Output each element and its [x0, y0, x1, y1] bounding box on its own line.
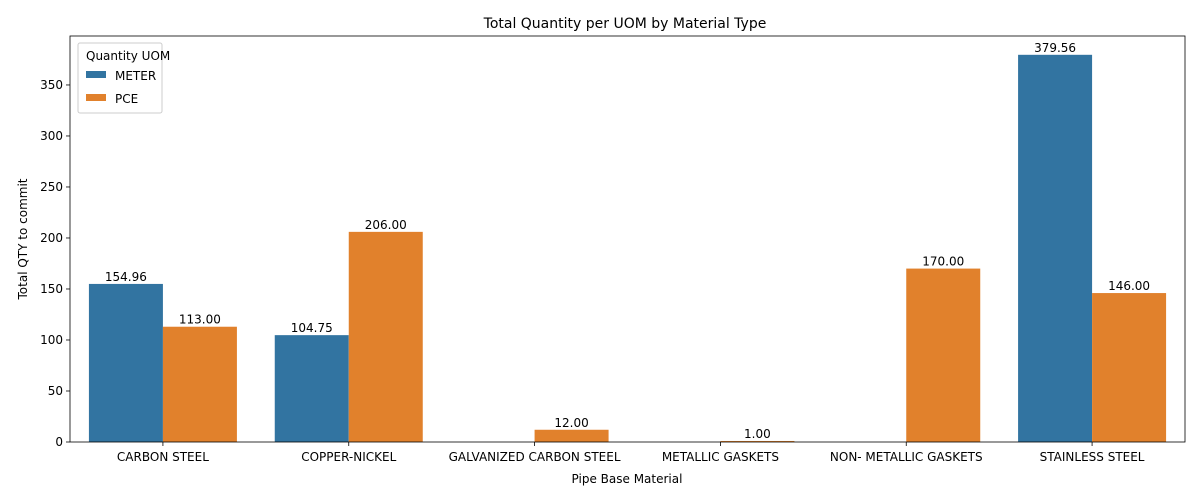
- legend-swatch-pce: [86, 94, 106, 101]
- plot-frame: [69, 35, 1186, 443]
- data-label: 154.96: [105, 270, 147, 284]
- x-tick-label: METALLIC GASKETS: [662, 450, 779, 464]
- y-axis-label: Total QTY to commit: [16, 178, 30, 300]
- y-tick-label: 0: [55, 435, 63, 449]
- x-tick-label: GALVANIZED CARBON STEEL: [449, 450, 621, 464]
- legend-label-meter: METER: [115, 69, 156, 83]
- bar-pce: [162, 326, 237, 442]
- data-label: 1.00: [744, 427, 771, 441]
- y-tick-label: 200: [40, 231, 63, 245]
- bar-meter: [274, 335, 349, 442]
- bar-pce: [534, 429, 609, 442]
- x-tick-label: NON- METALLIC GASKETS: [830, 450, 983, 464]
- x-axis-label: Pipe Base Material: [572, 472, 683, 486]
- y-tick-label: 350: [40, 78, 63, 92]
- data-label: 113.00: [179, 313, 221, 327]
- plot-area: 0 50 100 150 200 250 300 350 154.96 113.00 CARBON …: [40, 41, 1167, 464]
- y-tick-label: 50: [48, 384, 63, 398]
- bar-meter: [1018, 54, 1093, 442]
- bar-pce: [906, 268, 981, 442]
- legend-label-pce: PCE: [115, 92, 138, 106]
- y-tick-label: 250: [40, 180, 63, 194]
- x-tick-label: STAINLESS STEEL: [1040, 450, 1145, 464]
- legend-title: Quantity UOM: [86, 49, 170, 63]
- x-tick-label: CARBON STEEL: [117, 450, 209, 464]
- legend-swatch-meter: [86, 71, 106, 78]
- data-label: 206.00: [365, 218, 407, 232]
- bar-meter: [88, 283, 163, 442]
- chart-title: Total Quantity per UOM by Material Type: [483, 16, 767, 32]
- bar-pce: [720, 440, 795, 442]
- data-label: 379.56: [1034, 41, 1076, 55]
- y-tick-label: 150: [40, 282, 63, 296]
- bar-pce: [348, 231, 423, 442]
- data-label: 170.00: [922, 255, 964, 269]
- data-label: 12.00: [554, 416, 588, 430]
- y-tick-label: 100: [40, 333, 63, 347]
- y-tick-label: 300: [40, 129, 63, 143]
- legend: Quantity UOM METER PCE: [77, 42, 170, 114]
- data-label: 146.00: [1108, 279, 1150, 293]
- data-label: 104.75: [291, 321, 333, 335]
- x-tick-label: COPPER-NICKEL: [301, 450, 396, 464]
- bar-pce: [1092, 293, 1167, 442]
